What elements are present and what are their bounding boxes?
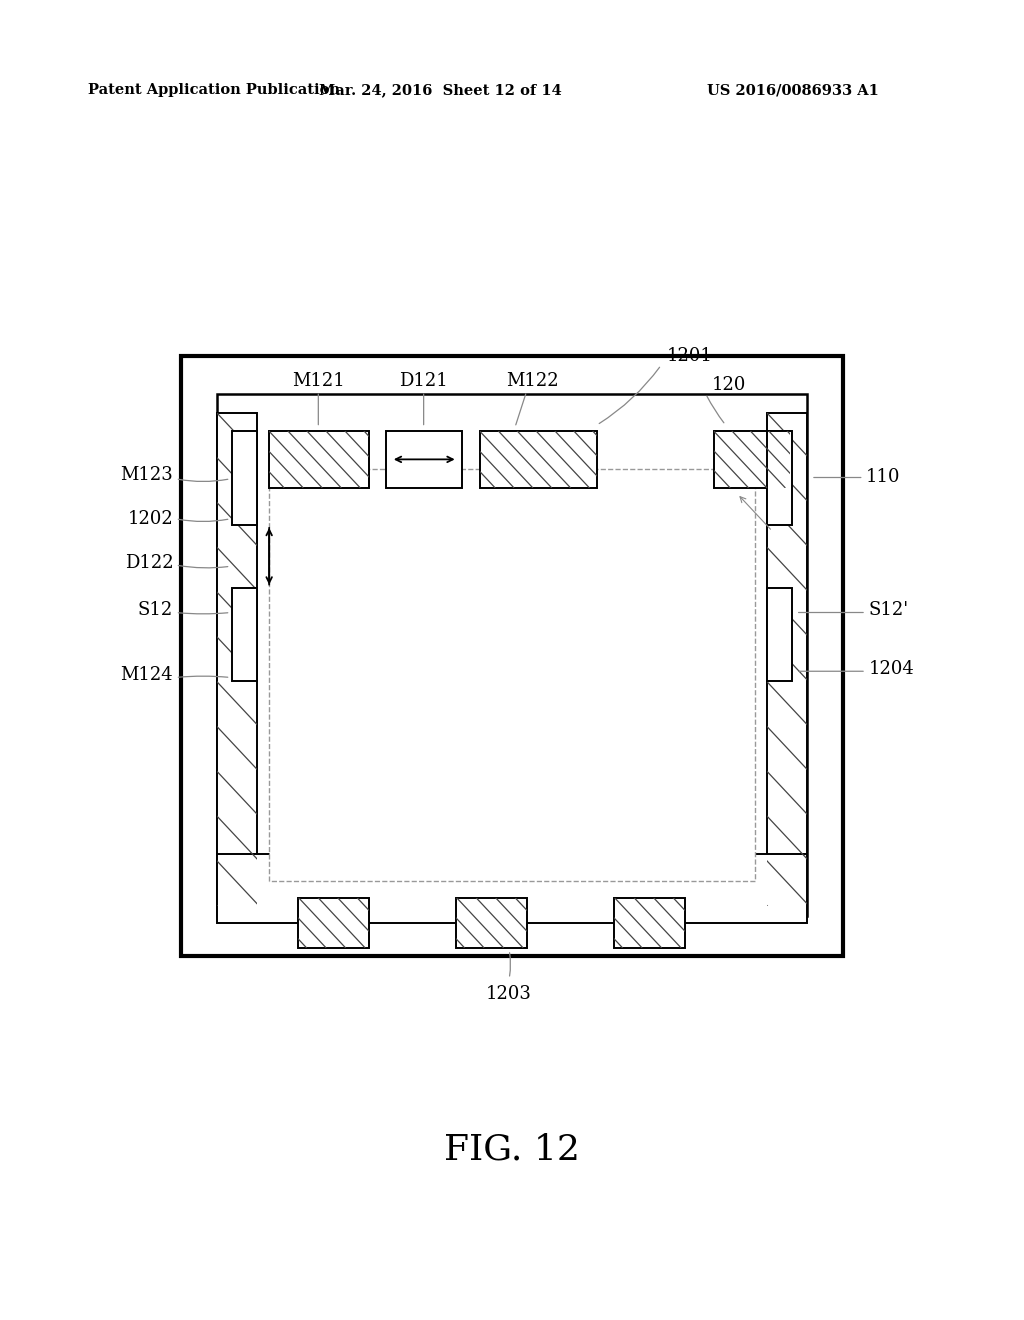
Bar bbox=[386, 432, 462, 487]
Bar bbox=[216, 393, 808, 916]
Bar bbox=[767, 412, 808, 907]
Text: M124: M124 bbox=[121, 667, 173, 684]
Text: D122: D122 bbox=[125, 553, 173, 572]
Text: US 2016/0086933 A1: US 2016/0086933 A1 bbox=[707, 83, 879, 96]
Bar bbox=[216, 854, 808, 923]
Text: D121: D121 bbox=[399, 372, 449, 391]
Text: 120: 120 bbox=[712, 376, 745, 393]
Bar bbox=[714, 432, 790, 487]
Bar bbox=[767, 587, 793, 681]
Text: S12: S12 bbox=[138, 601, 173, 619]
Bar bbox=[231, 432, 257, 525]
Text: 110: 110 bbox=[866, 469, 900, 487]
Text: Patent Application Publication: Patent Application Publication bbox=[88, 83, 340, 96]
Text: 1203: 1203 bbox=[486, 985, 532, 1003]
Text: M122: M122 bbox=[506, 372, 559, 391]
Text: M121: M121 bbox=[292, 372, 345, 391]
Text: 1202: 1202 bbox=[127, 510, 173, 528]
Bar bbox=[231, 587, 257, 681]
Text: 1204: 1204 bbox=[868, 660, 914, 677]
Bar bbox=[767, 432, 793, 525]
Bar bbox=[216, 412, 257, 907]
Bar bbox=[181, 356, 843, 956]
Text: S12': S12' bbox=[868, 601, 908, 619]
Text: Mar. 24, 2016  Sheet 12 of 14: Mar. 24, 2016 Sheet 12 of 14 bbox=[318, 83, 562, 96]
Bar bbox=[614, 898, 685, 948]
Bar bbox=[269, 432, 369, 487]
Text: 1201: 1201 bbox=[667, 347, 713, 366]
Bar bbox=[269, 469, 755, 882]
Text: M123: M123 bbox=[121, 466, 173, 484]
Bar bbox=[480, 432, 597, 487]
Text: FIG. 12: FIG. 12 bbox=[444, 1133, 580, 1167]
Bar bbox=[298, 898, 369, 948]
Bar bbox=[457, 898, 526, 948]
